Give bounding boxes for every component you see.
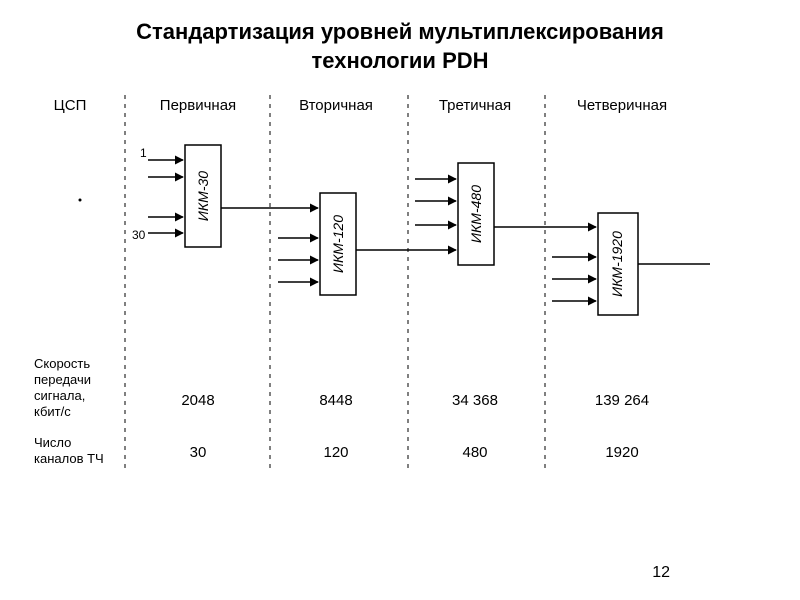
title-line-1: Стандартизация уровней мультиплексирован… (136, 19, 664, 44)
arrows-in-1 (148, 160, 183, 233)
rate-1: 2048 (181, 392, 214, 409)
row2-l2: каналов ТЧ (34, 451, 104, 466)
title-line-2: технологии PDH (311, 48, 488, 73)
mux-4: ИКМ-1920 (598, 213, 638, 315)
mux-1: ИКМ-30 (185, 145, 221, 247)
ch-4: 1920 (605, 444, 638, 461)
row2-l1: Число (34, 435, 71, 450)
row1-l3: сигнала, (34, 388, 85, 403)
mux-3-label: ИКМ-480 (468, 185, 484, 243)
ch-1: 30 (190, 444, 207, 461)
input-bot-num: 30 (132, 228, 146, 242)
diagram: ЦСП Первичная Вторичная Третичная Четвер… (20, 85, 780, 515)
mux-2-label: ИКМ-120 (330, 215, 346, 273)
col-secondary: Вторичная (299, 97, 373, 114)
mux-3: ИКМ-480 (458, 163, 494, 265)
row1-l1: Скорость (34, 356, 90, 371)
row1-l2: передачи (34, 372, 91, 387)
rate-2: 8448 (319, 392, 352, 409)
col-primary: Первичная (160, 97, 236, 114)
mux-1-label: ИКМ-30 (195, 171, 211, 221)
col-tertiary: Третичная (439, 97, 511, 114)
mux-4-label: ИКМ-1920 (609, 231, 625, 297)
page-title: Стандартизация уровней мультиплексирован… (0, 0, 800, 85)
row1-l4: кбит/с (34, 404, 71, 419)
rate-3: 34 368 (452, 392, 498, 409)
mux-2: ИКМ-120 (320, 193, 356, 295)
ch-2: 120 (323, 444, 348, 461)
col-csp: ЦСП (54, 97, 87, 114)
rate-4: 139 264 (595, 392, 649, 409)
ch-3: 480 (462, 444, 487, 461)
col-quaternary: Четверичная (577, 97, 667, 114)
arrows-2-to-3 (356, 179, 456, 250)
arrows-3-to-4 (494, 227, 596, 301)
page-number: 12 (652, 564, 670, 582)
input-top-num: 1 (140, 146, 147, 160)
arrows-1-to-2 (221, 208, 318, 282)
dot-left (79, 199, 82, 202)
